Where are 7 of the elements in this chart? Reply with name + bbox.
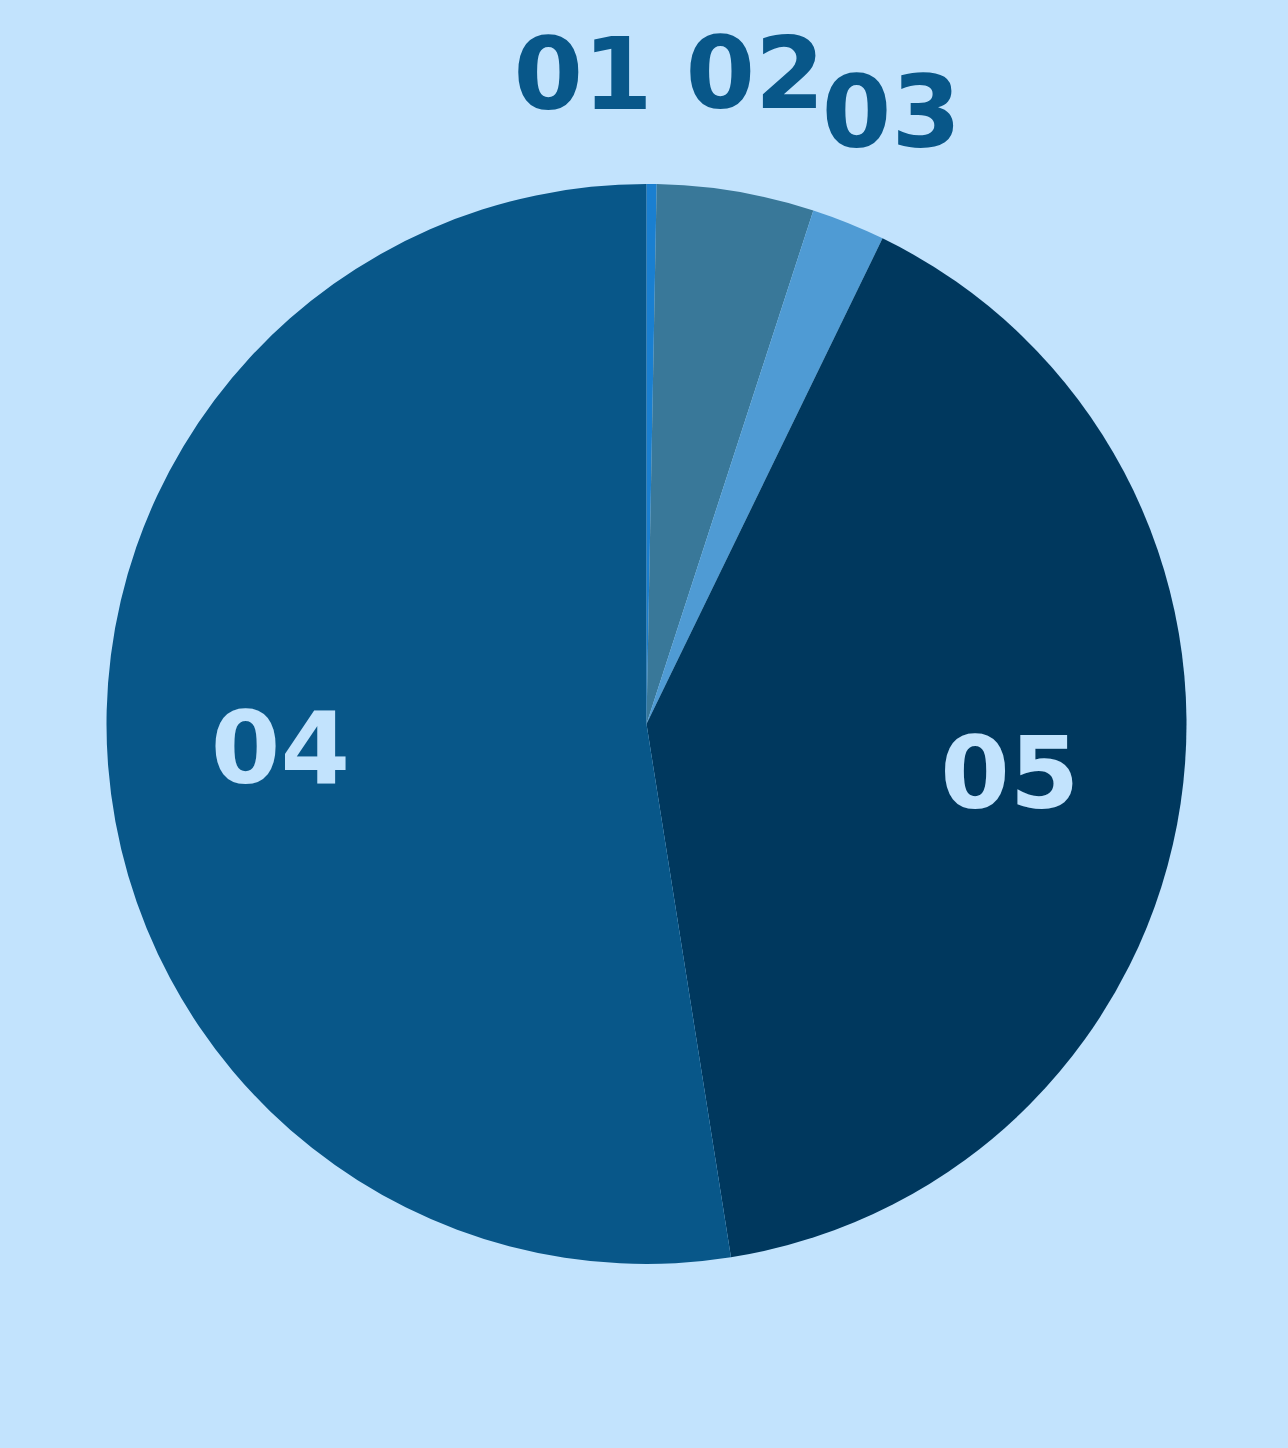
pie-slice xyxy=(646,238,1187,1258)
slice-label: 01 xyxy=(513,16,653,134)
pie-slice xyxy=(646,210,883,724)
slice-label: 05 xyxy=(940,715,1080,833)
pie-slice xyxy=(646,184,814,724)
pie-slice xyxy=(107,184,731,1264)
slice-label: 04 xyxy=(210,689,351,807)
